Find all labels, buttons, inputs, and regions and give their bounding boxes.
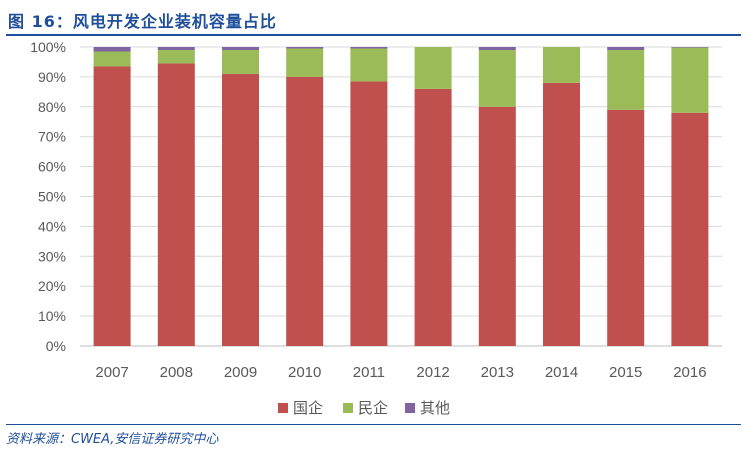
x-tick-label: 2016	[673, 364, 706, 381]
bar-segment-2015-1	[607, 49, 645, 110]
bar-segment-2007-1	[93, 51, 131, 67]
legend-swatch-2	[405, 403, 415, 413]
legend-label-2: 其他	[420, 400, 450, 417]
legend-label-0: 国企	[293, 399, 323, 417]
source-divider	[6, 424, 741, 425]
bar-segment-2015-2	[607, 47, 645, 50]
x-tick-label: 2008	[160, 364, 193, 381]
bar-segment-2012-1	[414, 47, 452, 89]
bar-segment-2008-0	[157, 63, 195, 346]
bar-segment-2009-2	[222, 47, 259, 50]
bar-segment-2011-1	[350, 48, 388, 82]
x-tick-label: 2013	[481, 364, 514, 381]
bar-segment-2009-1	[222, 49, 259, 74]
bar-segment-2016-0	[671, 112, 709, 346]
bar-segment-2007-0	[93, 66, 131, 346]
bar-segment-2007-2	[93, 47, 131, 52]
bar-segment-2014-1	[543, 47, 580, 83]
x-tick-label: 2007	[95, 364, 128, 381]
x-tick-label: 2014	[545, 364, 578, 381]
y-tick-label: 20%	[38, 278, 66, 294]
y-tick-label: 0%	[46, 338, 66, 354]
legend-label-1: 民企	[358, 399, 388, 417]
bar-segment-2010-1	[286, 48, 324, 77]
bar-segment-2009-0	[222, 73, 259, 346]
y-tick-label: 40%	[38, 218, 66, 234]
x-tick-label: 2010	[288, 364, 321, 381]
source-note: 资料来源：CWEA,安信证券研究中心	[6, 432, 219, 447]
bar-segment-2008-1	[157, 49, 195, 64]
y-tick-label: 80%	[38, 99, 66, 115]
bar-segment-2011-0	[350, 81, 388, 346]
x-tick-label: 2009	[224, 364, 257, 381]
title-divider	[6, 34, 741, 36]
x-axis-ticks: 2007 2008 2009 2010 2011 2012 2013 2014 2015 2016	[95, 364, 706, 381]
bars	[93, 47, 709, 347]
bar-segment-2011-2	[350, 47, 388, 49]
bar-segment-2016-1	[671, 47, 709, 113]
bar-segment-2008-2	[157, 47, 195, 50]
y-tick-label: 30%	[38, 248, 66, 264]
bar-segment-2016-2	[671, 47, 709, 48]
x-tick-label: 2011	[353, 364, 385, 381]
bar-segment-2010-0	[286, 76, 324, 347]
x-tick-label: 2012	[416, 364, 449, 381]
x-tick-label: 2015	[609, 364, 642, 381]
bar-segment-2013-1	[478, 49, 516, 107]
y-tick-label: 60%	[38, 159, 66, 175]
y-tick-label: 100%	[30, 39, 66, 55]
bar-segment-2015-0	[607, 109, 645, 346]
legend-swatch-0	[278, 403, 288, 413]
bar-segment-2013-0	[478, 106, 516, 346]
y-tick-label: 90%	[38, 69, 66, 85]
bar-segment-2014-0	[543, 82, 580, 346]
y-axis-ticks: 0% 10% 20% 30% 40% 50% 60% 70% 80% 90% 100%	[30, 39, 66, 354]
figure-title: 图 16：风电开发企业装机容量占比	[8, 12, 277, 31]
y-tick-label: 70%	[38, 129, 66, 145]
legend-swatch-1	[343, 403, 353, 413]
legend: 国企 民企 其他	[278, 399, 450, 417]
bar-segment-2013-2	[478, 47, 516, 50]
y-tick-label: 10%	[38, 308, 66, 324]
bar-segment-2010-2	[286, 47, 324, 49]
bar-segment-2012-0	[414, 88, 452, 347]
y-tick-label: 50%	[38, 189, 66, 205]
